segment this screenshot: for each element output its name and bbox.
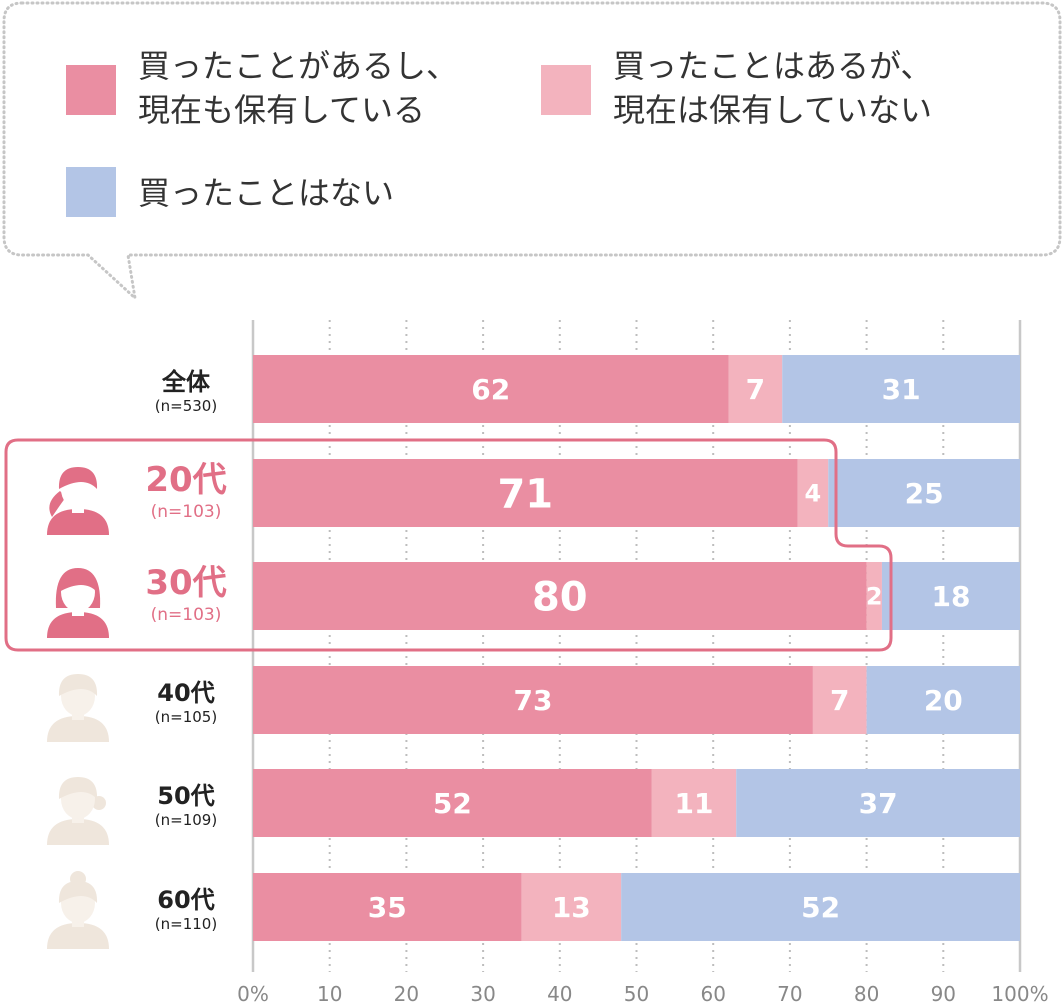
category-label-6: 60代 [157, 886, 214, 914]
woman-top-bun-icon [47, 871, 109, 949]
category-label-1: 全体 [161, 368, 211, 396]
x-tick-label-6: 60 [700, 982, 725, 1005]
bar-value-4-2: 7 [830, 684, 849, 717]
bar-segment-2-1 [253, 459, 798, 527]
bar-value-5-1: 52 [433, 787, 472, 820]
woman-ponytail-icon-body [47, 509, 109, 535]
bar-value-1-2: 7 [746, 373, 765, 406]
woman-top-bun-icon-body [47, 923, 109, 949]
legend-swatch-2 [541, 65, 591, 115]
legend-label-1-2: 現在も保有している [138, 91, 425, 129]
x-tick-label-10: 100% [991, 982, 1048, 1005]
bar-segment-3-2 [866, 562, 882, 630]
bar-value-5-2: 11 [675, 787, 714, 820]
category-n-6: (n=110) [155, 915, 217, 933]
category-n-1: (n=530) [155, 397, 217, 415]
bar-segment-1-2 [728, 355, 783, 423]
bar-value-5-3: 37 [859, 787, 898, 820]
legend: 買ったことがあるし、現在も保有している 買ったことはあるが、現在は保有していない買… [66, 47, 932, 217]
legend-bubble-outline [2, 1, 1062, 303]
woman-bob-icon-body [47, 612, 109, 638]
woman-side-bun-icon [47, 777, 109, 845]
bar-segment-5-1 [253, 769, 652, 837]
woman-top-bun-icon-hair-top [58, 881, 98, 903]
category-label-3: 30代 [145, 563, 226, 603]
bar-segment-6-3 [621, 873, 1020, 941]
bar-value-6-3: 52 [801, 891, 840, 924]
woman-short-hair-icon-body [47, 716, 109, 742]
legend-speech-bubble [2, 1, 1062, 303]
woman-short-hair-icon [47, 674, 109, 742]
woman-ponytail-icon-hair-top [58, 467, 98, 489]
x-tick-label-7: 70 [777, 982, 802, 1005]
legend-label-2-1: 買ったことはあるが、 [613, 47, 932, 85]
highlight-outline [4, 438, 893, 652]
category-n-4: (n=105) [155, 708, 217, 726]
bar-value-2-2: 4 [805, 480, 822, 508]
bar-segment-1-3 [782, 355, 1020, 423]
category-label-5: 50代 [157, 782, 214, 810]
bar-segment-4-3 [866, 666, 1020, 734]
bar-value-4-1: 73 [513, 684, 552, 717]
bar-segment-2-3 [828, 459, 1020, 527]
legend-label-1-1: 買ったことがあるし、 [138, 47, 458, 85]
bar-value-1-3: 31 [882, 373, 921, 406]
highlight-box [4, 438, 893, 652]
legend-label-2-2: 現在は保有していない [613, 91, 932, 129]
woman-side-bun-icon-bun [92, 796, 106, 810]
bar-segment-1-1 [253, 355, 729, 423]
x-tick-label-9: 90 [931, 982, 956, 1005]
x-tick-label-0: 0% [237, 982, 269, 1005]
woman-ponytail-icon-tail [49, 491, 66, 517]
x-tick-label-2: 20 [394, 982, 419, 1005]
category-label-4: 40代 [157, 679, 214, 707]
woman-side-bun-icon-hair-top [58, 777, 98, 799]
x-axis-ticks: 0% 10 20 30 40 50 60 70 80 90 100% [237, 982, 1048, 1005]
woman-short-hair-icon-hair-top [58, 674, 98, 696]
bars: 62 7 31 71 4 25 80 2 18 73 7 20 52 11 37 35 13 52 [253, 355, 1020, 941]
bar-value-6-2: 13 [552, 891, 591, 924]
legend-swatch-1 [66, 65, 116, 115]
bar-value-1-1: 62 [471, 373, 510, 406]
bar-segment-4-1 [253, 666, 813, 734]
grid-lines [251, 320, 1022, 972]
x-tick-label-8: 80 [854, 982, 879, 1005]
legend-swatch-3 [66, 167, 116, 217]
bar-value-3-1: 80 [532, 574, 588, 620]
category-n-3: (n=103) [151, 605, 222, 625]
bar-segment-2-2 [797, 459, 829, 527]
x-tick-label-1: 10 [317, 982, 342, 1005]
woman-ponytail-icon [47, 467, 109, 535]
bar-value-2-1: 71 [497, 471, 553, 517]
bar-value-3-3: 18 [931, 580, 970, 613]
bar-segment-6-1 [253, 873, 522, 941]
category-labels: 全体(n=530)20代(n=103)30代(n=103)40代(n=105)5… [47, 368, 227, 949]
woman-side-bun-icon-body [47, 819, 109, 845]
bar-segment-5-3 [736, 769, 1020, 837]
bar-value-4-3: 20 [924, 684, 963, 717]
x-tick-label-5: 50 [624, 982, 649, 1005]
legend-label-3-1: 買ったことはない [138, 174, 394, 212]
bar-segment-3-3 [881, 562, 1020, 630]
bar-value-2-3: 25 [905, 477, 944, 510]
x-tick-label-4: 40 [547, 982, 572, 1005]
woman-bob-icon-hair-top [58, 570, 98, 592]
category-label-2: 20代 [145, 460, 226, 500]
bar-segment-3-1 [253, 562, 867, 630]
woman-bob-icon [47, 568, 109, 638]
category-n-2: (n=103) [151, 502, 222, 522]
bar-value-3-2: 2 [866, 583, 883, 611]
x-tick-label-3: 30 [470, 982, 495, 1005]
bar-segment-5-2 [651, 769, 737, 837]
bar-segment-6-2 [521, 873, 622, 941]
bar-value-6-1: 35 [368, 891, 407, 924]
category-n-5: (n=109) [155, 811, 217, 829]
bar-segment-4-2 [812, 666, 867, 734]
